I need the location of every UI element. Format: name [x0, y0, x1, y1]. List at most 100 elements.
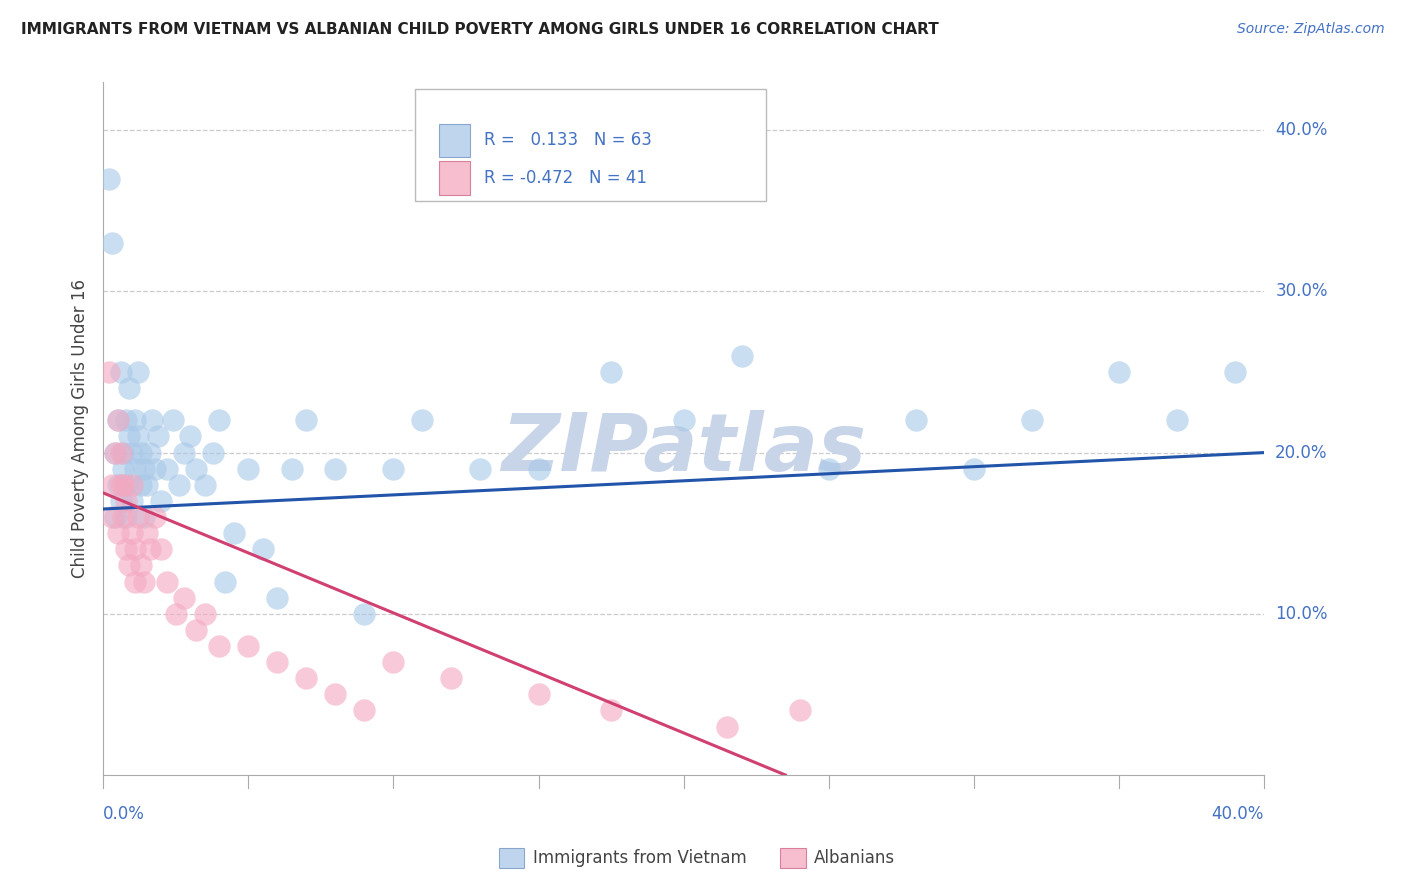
Point — [107, 478, 129, 492]
Text: R =   0.133   N = 63: R = 0.133 N = 63 — [484, 131, 651, 150]
Point — [138, 445, 160, 459]
Point — [107, 526, 129, 541]
Point — [104, 445, 127, 459]
Point — [121, 526, 143, 541]
Point — [115, 494, 138, 508]
Point — [141, 413, 163, 427]
Point — [179, 429, 201, 443]
Point — [118, 558, 141, 573]
Point — [672, 413, 695, 427]
Point — [107, 413, 129, 427]
Point — [110, 478, 132, 492]
Point — [110, 494, 132, 508]
Text: ZIPatlas: ZIPatlas — [501, 410, 866, 488]
Point — [110, 365, 132, 379]
Point — [97, 171, 120, 186]
Point — [115, 478, 138, 492]
Point — [121, 445, 143, 459]
Point — [104, 445, 127, 459]
Point — [1021, 413, 1043, 427]
Point — [148, 429, 170, 443]
Point — [110, 445, 132, 459]
Point — [789, 703, 811, 717]
Text: 0.0%: 0.0% — [103, 805, 145, 823]
Point — [104, 510, 127, 524]
Point — [382, 461, 405, 475]
Point — [115, 413, 138, 427]
Point — [129, 558, 152, 573]
Point — [173, 591, 195, 605]
Point — [132, 574, 155, 589]
Point — [101, 478, 124, 492]
Point — [208, 413, 231, 427]
Point — [127, 365, 149, 379]
Text: Immigrants from Vietnam: Immigrants from Vietnam — [533, 849, 747, 867]
Point — [323, 687, 346, 701]
Point — [156, 461, 179, 475]
Point — [150, 494, 173, 508]
Point — [162, 413, 184, 427]
Point — [127, 429, 149, 443]
Point — [222, 526, 245, 541]
Point — [817, 461, 839, 475]
Point — [238, 639, 260, 653]
Point — [127, 510, 149, 524]
Point — [124, 574, 146, 589]
Text: R = -0.472   N = 41: R = -0.472 N = 41 — [484, 169, 647, 187]
Point — [295, 413, 318, 427]
Y-axis label: Child Poverty Among Girls Under 16: Child Poverty Among Girls Under 16 — [72, 279, 89, 578]
Point — [121, 478, 143, 492]
Point — [132, 510, 155, 524]
Point — [150, 542, 173, 557]
Point — [138, 542, 160, 557]
Point — [184, 461, 207, 475]
Text: IMMIGRANTS FROM VIETNAM VS ALBANIAN CHILD POVERTY AMONG GIRLS UNDER 16 CORRELATI: IMMIGRANTS FROM VIETNAM VS ALBANIAN CHIL… — [21, 22, 939, 37]
Point — [115, 510, 138, 524]
Point — [129, 445, 152, 459]
Point — [716, 720, 738, 734]
Point — [107, 413, 129, 427]
Point — [1108, 365, 1130, 379]
Point — [121, 494, 143, 508]
Point — [281, 461, 304, 475]
Point — [252, 542, 274, 557]
Point — [135, 478, 157, 492]
Point — [440, 671, 463, 685]
Point — [963, 461, 986, 475]
Point — [295, 671, 318, 685]
Point — [165, 607, 187, 621]
Point — [266, 591, 288, 605]
Point — [145, 461, 167, 475]
Point — [118, 429, 141, 443]
Point — [145, 510, 167, 524]
Text: Source: ZipAtlas.com: Source: ZipAtlas.com — [1237, 22, 1385, 37]
Point — [173, 445, 195, 459]
Point — [112, 478, 135, 492]
Point — [124, 542, 146, 557]
Point — [101, 510, 124, 524]
Point — [132, 461, 155, 475]
Point — [323, 461, 346, 475]
Point — [353, 607, 375, 621]
Point — [97, 365, 120, 379]
Point — [208, 639, 231, 653]
Point — [600, 365, 623, 379]
Point — [238, 461, 260, 475]
Point — [266, 655, 288, 669]
Point — [167, 478, 190, 492]
Point — [112, 445, 135, 459]
Point — [124, 413, 146, 427]
Text: 30.0%: 30.0% — [1275, 283, 1327, 301]
Point — [129, 478, 152, 492]
Text: 20.0%: 20.0% — [1275, 443, 1327, 461]
Point — [124, 461, 146, 475]
Point — [1166, 413, 1188, 427]
Point — [1223, 365, 1246, 379]
Point — [194, 607, 217, 621]
Point — [382, 655, 405, 669]
Point — [115, 542, 138, 557]
Point — [731, 349, 754, 363]
Point — [184, 623, 207, 637]
Point — [118, 381, 141, 395]
Text: 10.0%: 10.0% — [1275, 605, 1327, 623]
